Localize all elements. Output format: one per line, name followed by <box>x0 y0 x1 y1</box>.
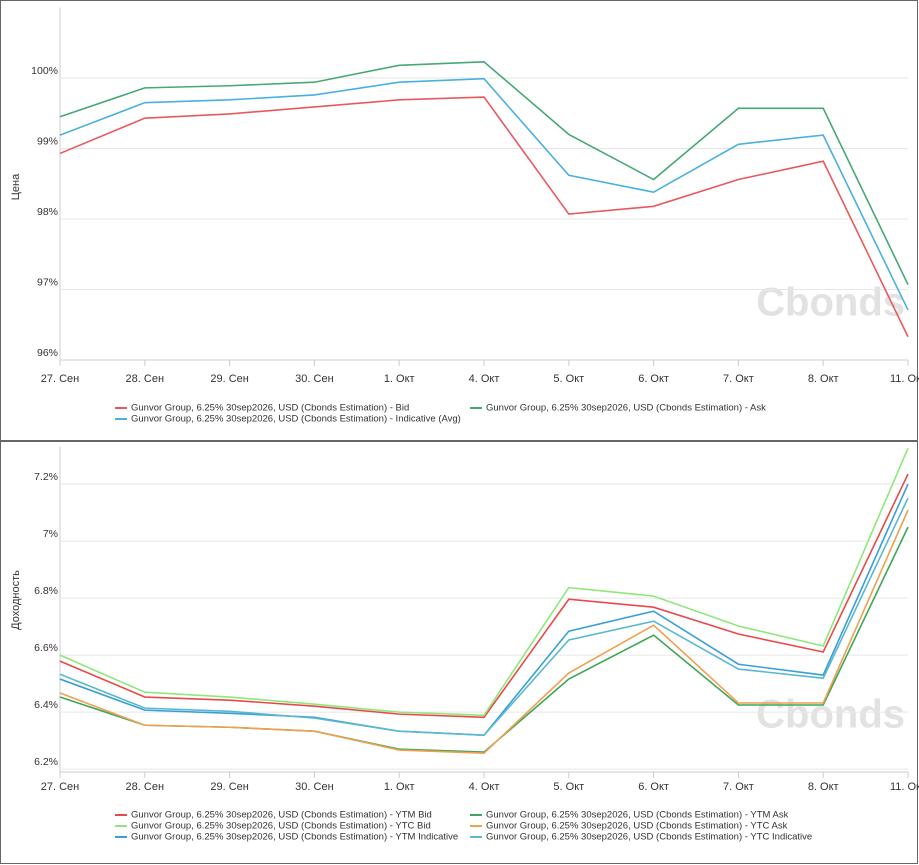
watermark: Cbonds <box>756 281 905 325</box>
x-tick-label: 4. Окт <box>469 781 500 793</box>
y-axis-label: Доходность <box>10 570 22 630</box>
y-tick-label: 6.2% <box>34 756 58 768</box>
x-tick-label: 6. Окт <box>638 373 669 385</box>
y-tick-label: 6.8% <box>34 585 58 597</box>
y-tick-label: 96% <box>37 347 58 359</box>
legend-label: Gunvor Group, 6.25% 30sep2026, USD (Cbon… <box>486 403 766 414</box>
panel-border <box>0 0 918 441</box>
series-line <box>59 509 909 754</box>
x-tick-label: 5. Окт <box>553 781 584 793</box>
y-tick-label: 6.6% <box>34 642 58 654</box>
series-line <box>59 497 909 737</box>
panel-border <box>0 441 918 864</box>
watermark: Cbonds <box>756 693 905 737</box>
x-tick-label: 11. Окт <box>890 781 919 793</box>
x-tick-label: 27. Сен <box>41 781 79 793</box>
x-tick-label: 30. Сен <box>295 373 333 385</box>
x-tick-label: 11. Окт <box>890 373 919 385</box>
x-tick-label: 29. Сен <box>210 781 248 793</box>
y-tick-label: 6.4% <box>34 699 58 711</box>
x-tick-label: 29. Сен <box>210 373 248 385</box>
x-tick-label: 4. Окт <box>469 373 500 385</box>
x-tick-label: 5. Окт <box>553 373 584 385</box>
legend-label: Gunvor Group, 6.25% 30sep2026, USD (Cbon… <box>486 821 788 832</box>
legend-label: Gunvor Group, 6.25% 30sep2026, USD (Cbon… <box>486 832 812 843</box>
x-tick-label: 8. Окт <box>808 781 839 793</box>
series-line <box>59 96 909 338</box>
x-tick-label: 1. Окт <box>384 373 415 385</box>
legend-label: Gunvor Group, 6.25% 30sep2026, USD (Cbon… <box>131 810 432 821</box>
series-line <box>59 77 909 311</box>
x-tick-label: 6. Окт <box>638 781 669 793</box>
x-tick-label: 27. Сен <box>41 373 79 385</box>
x-tick-label: 28. Сен <box>126 373 164 385</box>
legend-label: Gunvor Group, 6.25% 30sep2026, USD (Cbon… <box>486 810 789 821</box>
y-tick-label: 100% <box>31 65 58 77</box>
y-tick-label: 97% <box>37 276 58 288</box>
x-tick-label: 1. Окт <box>384 781 415 793</box>
series-line <box>59 447 909 717</box>
x-tick-label: 30. Сен <box>295 781 333 793</box>
y-tick-label: 99% <box>37 135 58 147</box>
x-tick-label: 28. Сен <box>126 781 164 793</box>
legend-label: Gunvor Group, 6.25% 30sep2026, USD (Cbon… <box>131 832 458 843</box>
x-tick-label: 7. Окт <box>723 373 754 385</box>
x-tick-label: 8. Окт <box>808 373 839 385</box>
y-axis-label: Цена <box>10 173 22 200</box>
series-line <box>59 60 909 285</box>
y-tick-label: 98% <box>37 206 58 218</box>
y-tick-label: 7% <box>43 528 58 540</box>
x-tick-label: 7. Окт <box>723 781 754 793</box>
series-line <box>59 473 909 719</box>
y-tick-label: 7.2% <box>34 471 58 483</box>
legend-label: Gunvor Group, 6.25% 30sep2026, USD (Cbon… <box>131 403 409 414</box>
legend-label: Gunvor Group, 6.25% 30sep2026, USD (Cbon… <box>131 414 461 425</box>
legend-label: Gunvor Group, 6.25% 30sep2026, USD (Cbon… <box>131 821 431 832</box>
